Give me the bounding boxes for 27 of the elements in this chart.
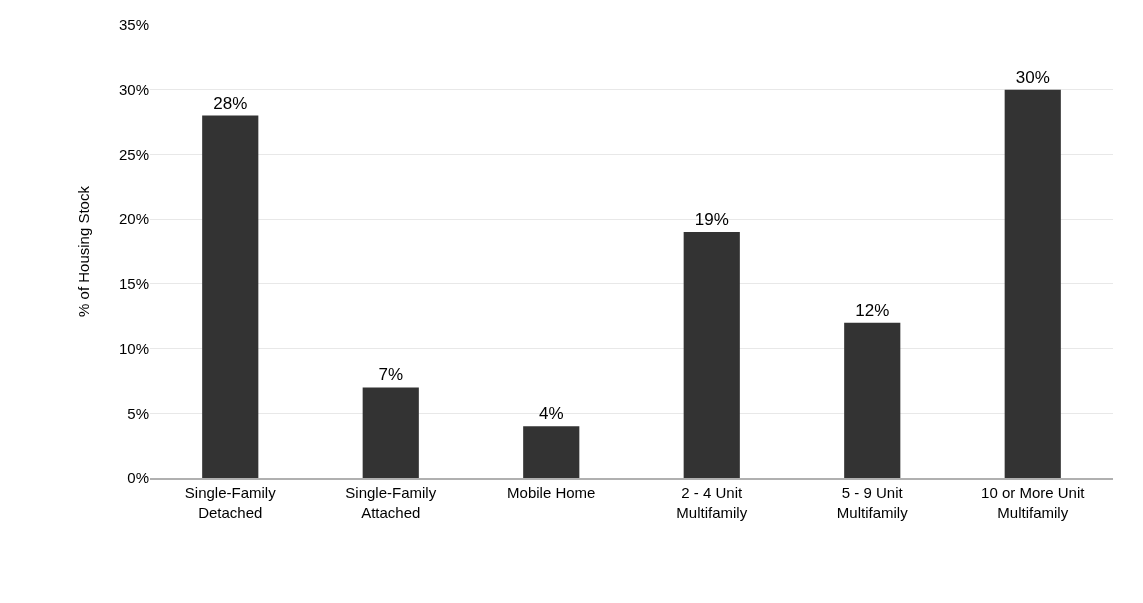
x-tick-label: 2 - 4 Unit Multifamily bbox=[676, 484, 748, 521]
bar bbox=[683, 232, 740, 478]
data-label: 19% bbox=[694, 210, 729, 230]
y-axis-title: % of Housing Stock bbox=[75, 185, 93, 317]
data-label: 4% bbox=[538, 404, 564, 424]
data-label: 7% bbox=[378, 365, 404, 385]
y-tick-label: 5% bbox=[127, 404, 149, 422]
y-tick-label: 20% bbox=[118, 210, 149, 228]
y-tick-label: 30% bbox=[118, 80, 149, 98]
bar bbox=[1004, 89, 1061, 478]
bar bbox=[362, 387, 419, 478]
x-tick-label: Single-Family Detached bbox=[184, 484, 277, 521]
y-tick-label: 0% bbox=[127, 469, 149, 487]
x-tick-label: Mobile Home bbox=[507, 484, 596, 501]
x-tick-label: 10 or More Unit Multifamily bbox=[981, 484, 1086, 521]
y-tick-label: 10% bbox=[118, 339, 149, 357]
data-label: 12% bbox=[855, 300, 890, 320]
data-label: 28% bbox=[213, 93, 248, 113]
x-tick-label: 5 - 9 Unit Multifamily bbox=[836, 484, 909, 521]
data-label: 30% bbox=[1015, 67, 1050, 87]
y-tick-label: 25% bbox=[118, 145, 149, 163]
x-tick-label: Single-Family Attached bbox=[345, 484, 437, 521]
bar bbox=[844, 322, 901, 478]
bar bbox=[523, 426, 580, 478]
bar bbox=[202, 115, 259, 478]
y-tick-label: 15% bbox=[118, 275, 149, 293]
y-tick-label: 35% bbox=[118, 16, 149, 34]
